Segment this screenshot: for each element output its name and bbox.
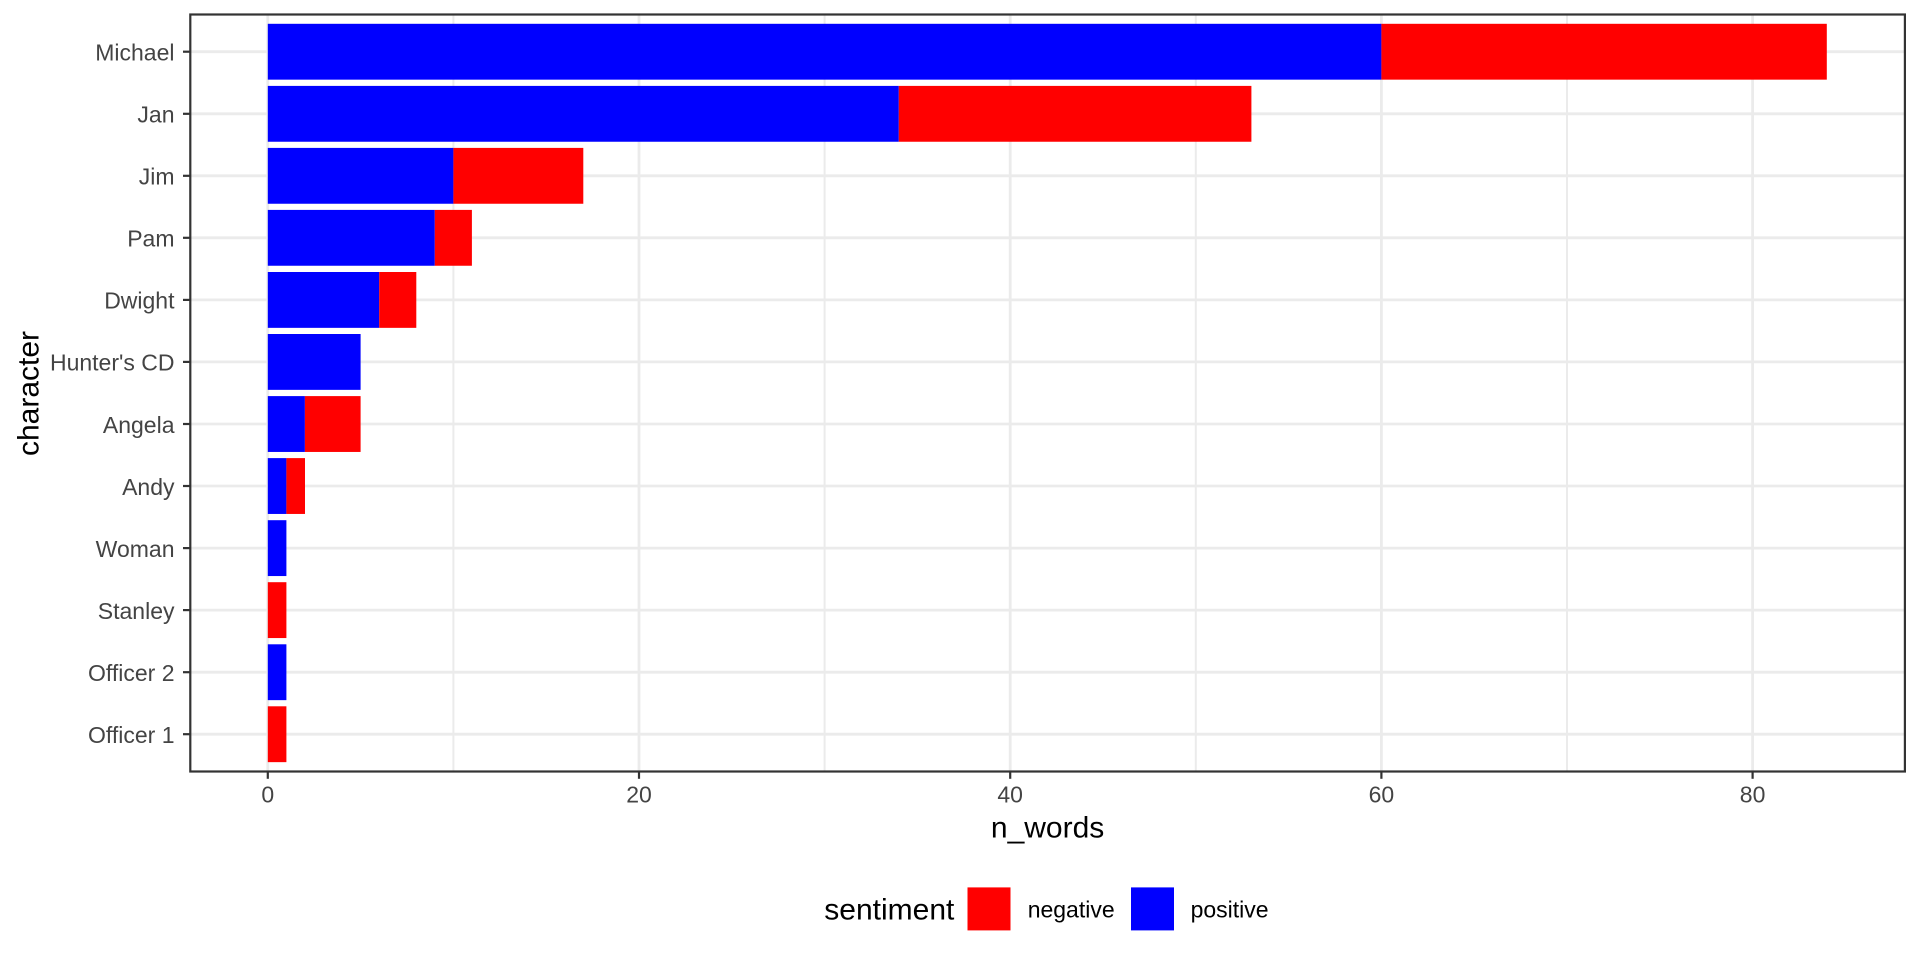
svg-text:positive: positive [1191,897,1269,923]
svg-text:Stanley: Stanley [98,598,175,624]
svg-text:n_words: n_words [991,811,1104,844]
svg-text:20: 20 [626,781,652,807]
svg-text:0: 0 [261,781,274,807]
svg-text:Woman: Woman [96,536,175,562]
svg-text:40: 40 [997,781,1023,807]
svg-text:Jim: Jim [139,164,175,190]
svg-text:Angela: Angela [103,412,175,438]
svg-text:Dwight: Dwight [104,288,175,314]
svg-text:60: 60 [1369,781,1395,807]
svg-text:Michael: Michael [95,40,174,66]
svg-text:Jan: Jan [137,102,174,128]
svg-text:Pam: Pam [127,226,174,252]
svg-text:80: 80 [1740,781,1766,807]
svg-text:negative: negative [1028,897,1115,923]
svg-text:Officer 1: Officer 1 [88,722,175,748]
svg-text:sentiment: sentiment [824,894,955,927]
svg-text:character: character [13,331,46,456]
svg-text:Officer 2: Officer 2 [88,660,175,686]
svg-text:Andy: Andy [122,474,175,500]
svg-text:Hunter's CD: Hunter's CD [50,350,175,376]
